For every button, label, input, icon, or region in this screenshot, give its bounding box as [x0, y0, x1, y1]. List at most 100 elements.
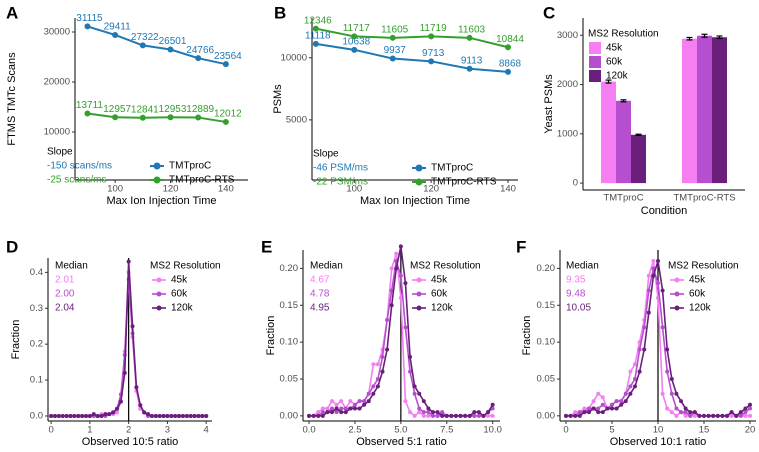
data-point	[339, 406, 344, 411]
data-point	[385, 318, 390, 323]
data-point	[660, 391, 665, 396]
annotation: 2.00	[55, 289, 75, 300]
series-line	[87, 112, 227, 123]
data-point	[394, 266, 399, 271]
data-point	[311, 413, 316, 418]
data-point	[99, 413, 104, 418]
x-tick-label: 100	[346, 184, 362, 195]
data-point	[651, 273, 656, 278]
data-point	[112, 114, 119, 121]
y-tick-label: 0.10	[280, 337, 299, 348]
data-point	[362, 402, 367, 407]
data-point	[466, 65, 473, 72]
data-point	[679, 410, 684, 415]
data-point	[115, 406, 120, 411]
y-tick-label: 0.4	[30, 267, 43, 278]
data-point	[339, 399, 344, 404]
data-point	[679, 399, 684, 404]
legend-marker	[416, 305, 422, 311]
bar	[601, 81, 616, 184]
y-tick-label: 30000	[44, 27, 70, 38]
x-tick-label: 3	[165, 425, 170, 436]
data-point	[408, 410, 413, 415]
data-point	[56, 413, 61, 418]
legend-label: 120k	[689, 303, 712, 314]
legend-marker	[153, 162, 161, 170]
data-point	[394, 251, 399, 256]
x-tick-label: 0	[563, 425, 568, 436]
y-tick-label: 10000	[44, 127, 70, 138]
value-label: 10844	[496, 34, 524, 45]
annotation: 2.01	[55, 275, 75, 286]
data-point	[320, 406, 325, 411]
x-tick-label: 20	[745, 425, 756, 436]
data-point	[371, 384, 376, 389]
y-axis-label: PSMs	[272, 84, 284, 114]
data-point	[398, 295, 403, 300]
annotation: -46 PSM/ms	[313, 163, 368, 174]
value-label: 11605	[381, 24, 409, 35]
annotation-title: Median	[310, 261, 343, 272]
data-point	[688, 410, 693, 415]
data-point	[490, 402, 495, 407]
data-point	[312, 40, 319, 47]
data-point	[573, 410, 578, 415]
data-point	[177, 413, 182, 418]
data-point	[153, 413, 158, 418]
data-point	[725, 413, 730, 418]
y-axis-label: Fraction	[265, 316, 277, 356]
data-point	[688, 413, 693, 418]
x-tick-label: 2	[126, 425, 131, 436]
data-point	[476, 413, 481, 418]
data-point	[505, 44, 512, 51]
data-point	[111, 410, 116, 415]
data-point	[107, 412, 112, 417]
data-point	[366, 399, 371, 404]
data-point	[408, 354, 413, 359]
data-point	[628, 369, 633, 374]
data-point	[669, 410, 674, 415]
data-point	[348, 399, 353, 404]
error-bar	[701, 33, 708, 38]
data-point	[76, 413, 81, 418]
data-point	[628, 384, 633, 389]
x-tick-label: TMTproC-RTS	[673, 193, 735, 204]
data-point	[352, 402, 357, 407]
data-point	[674, 391, 679, 396]
data-point	[720, 413, 725, 418]
data-point	[126, 259, 131, 264]
data-point	[334, 402, 339, 407]
data-point	[467, 413, 472, 418]
data-point	[651, 259, 656, 264]
panel-letter: B	[274, 3, 286, 22]
data-point	[412, 413, 417, 418]
data-point	[403, 325, 408, 330]
y-tick-label: 2000	[557, 79, 578, 90]
data-point	[412, 391, 417, 396]
y-tick-label: 0.0	[30, 410, 43, 421]
error-bar	[686, 36, 693, 41]
x-axis-label: Observed 10:5 ratio	[82, 436, 179, 448]
data-point	[748, 406, 753, 411]
data-point	[711, 413, 716, 418]
data-point	[316, 413, 321, 418]
data-point	[80, 413, 85, 418]
annotation: 4.67	[310, 275, 330, 286]
x-tick-label: 120	[163, 184, 179, 195]
data-point	[173, 413, 178, 418]
y-tick-label: 5000	[286, 114, 307, 125]
data-point	[385, 347, 390, 352]
data-point	[371, 391, 376, 396]
y-axis-label: Yeast PSMs	[543, 74, 555, 134]
legend-marker	[415, 178, 423, 186]
legend-swatch	[589, 42, 601, 54]
annotation: 9.35	[566, 275, 586, 286]
legend-label: 60k	[606, 57, 623, 68]
legend-marker	[674, 277, 680, 283]
data-point	[665, 369, 670, 374]
y-tick-label: 0.20	[537, 263, 556, 274]
annotation: 4.78	[310, 289, 330, 300]
data-point	[674, 406, 679, 411]
data-point	[614, 399, 619, 404]
data-point	[591, 406, 596, 411]
